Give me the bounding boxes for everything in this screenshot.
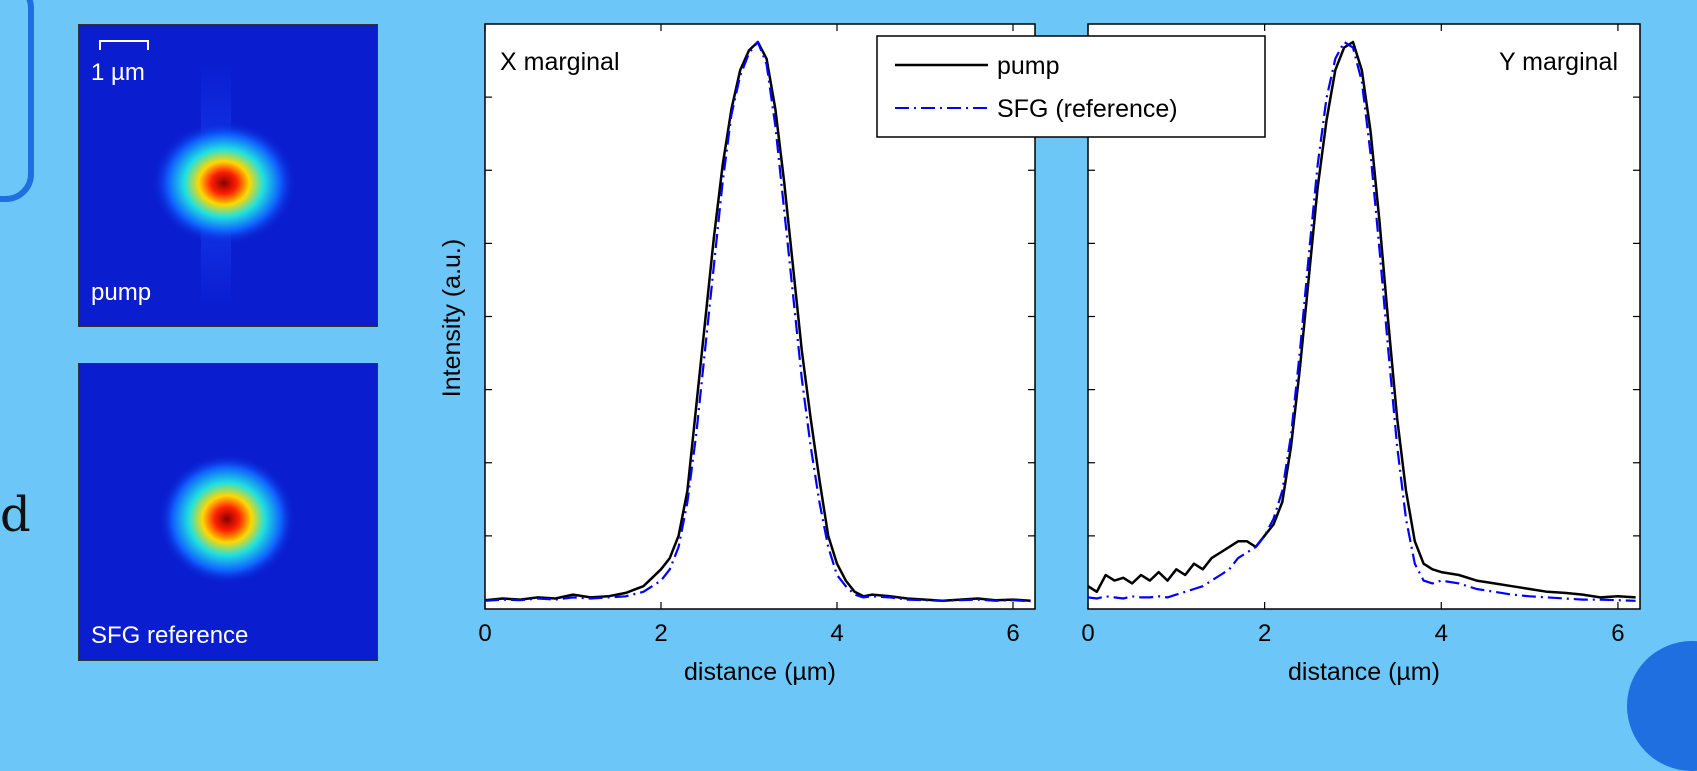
pump-beam-image: 1 µm pump [78, 24, 378, 327]
x-marginal-xlabel: distance (µm) [684, 658, 836, 686]
y-marginal-lines [1087, 40, 1636, 602]
legend-pump-label: pump [997, 52, 1060, 80]
series-line-sfg-reference [484, 40, 1031, 603]
x-marginal-title: X marginal [500, 48, 620, 76]
sfg-image-label: SFG reference [91, 622, 249, 649]
y-marginal-ticks: 0 2 4 6 [1081, 24, 1640, 647]
legend-box [876, 35, 1266, 138]
scale-bar-label: 1 µm [91, 59, 145, 86]
x-marginal-lines [484, 40, 1031, 603]
series-line-sfg-reference [1087, 40, 1636, 602]
sfg-reference-image: SFG reference [78, 363, 378, 661]
x-tick-label: 2 [1258, 620, 1271, 647]
legend-sfg-label: SFG (reference) [997, 95, 1178, 123]
pump-image-label: pump [91, 279, 152, 306]
sfg-reference-heatmap [79, 364, 377, 660]
x-tick-label: 6 [1006, 620, 1019, 647]
legend: pump SFG (reference) [876, 35, 1266, 138]
x-tick-label: 0 [478, 620, 491, 647]
x-tick-label: 4 [1435, 620, 1448, 647]
slide-accent-frame [0, 0, 34, 202]
scale-bar [99, 40, 149, 50]
marginal-charts: 0 2 4 6 X marginal distance (µm) Intensity … [438, 23, 1641, 686]
x-tick-label: 4 [830, 620, 843, 647]
x-tick-label: 6 [1611, 620, 1624, 647]
y-marginal-title: Y marginal [1499, 48, 1618, 76]
x-tick-label: 2 [654, 620, 667, 647]
x-marginal-ticks: 0 2 4 6 [478, 24, 1035, 647]
y-axis-label: Intensity (a.u.) [438, 239, 466, 397]
series-line-pump [1087, 40, 1636, 599]
slide-edge-letter: d [0, 487, 31, 543]
y-marginal-xlabel: distance (µm) [1288, 658, 1440, 686]
pump-beam-heatmap [79, 25, 377, 326]
x-tick-label: 0 [1081, 620, 1094, 647]
